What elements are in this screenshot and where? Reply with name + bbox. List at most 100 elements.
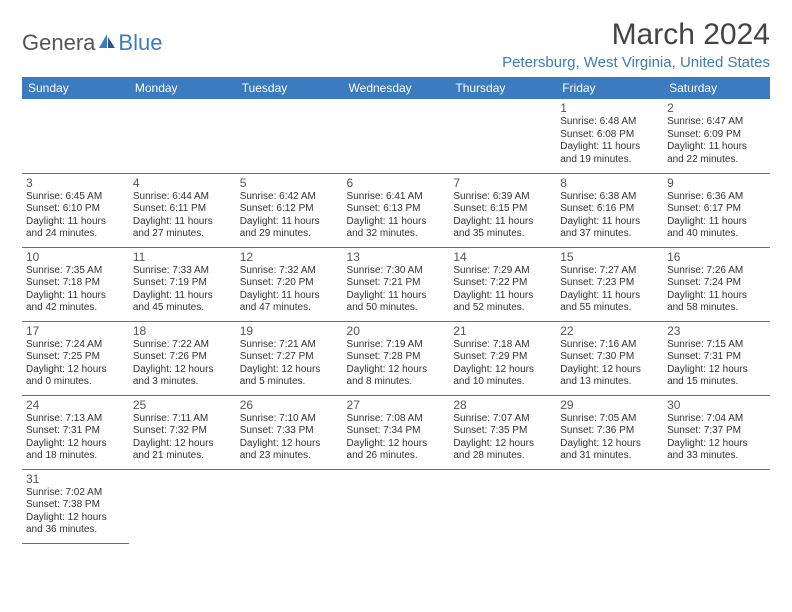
daylight-line: Daylight: 11 hours and 37 minutes. xyxy=(560,216,659,241)
daylight-line: Daylight: 11 hours and 29 minutes. xyxy=(240,216,339,241)
sunrise-line: Sunrise: 6:39 AM xyxy=(453,191,552,204)
day-number: 10 xyxy=(26,250,125,264)
day-cell: 19Sunrise: 7:21 AMSunset: 7:27 PMDayligh… xyxy=(236,321,343,395)
day-cell: 1Sunrise: 6:48 AMSunset: 6:08 PMDaylight… xyxy=(556,99,663,173)
daylight-line: Daylight: 11 hours and 45 minutes. xyxy=(133,290,232,315)
daylight-line: Daylight: 11 hours and 35 minutes. xyxy=(453,216,552,241)
sunrise-line: Sunrise: 7:07 AM xyxy=(453,413,552,426)
sunset-line: Sunset: 6:15 PM xyxy=(453,203,552,216)
day-cell: 26Sunrise: 7:10 AMSunset: 7:33 PMDayligh… xyxy=(236,395,343,469)
sunrise-line: Sunrise: 7:13 AM xyxy=(26,413,125,426)
day-cell: 17Sunrise: 7:24 AMSunset: 7:25 PMDayligh… xyxy=(22,321,129,395)
day-cell: 20Sunrise: 7:19 AMSunset: 7:28 PMDayligh… xyxy=(343,321,450,395)
sunset-line: Sunset: 7:37 PM xyxy=(667,425,766,438)
day-number: 9 xyxy=(667,176,766,190)
daylight-line: Daylight: 11 hours and 32 minutes. xyxy=(347,216,446,241)
day-number: 6 xyxy=(347,176,446,190)
sunset-line: Sunset: 7:18 PM xyxy=(26,277,125,290)
sunrise-line: Sunrise: 7:24 AM xyxy=(26,339,125,352)
sunrise-line: Sunrise: 7:35 AM xyxy=(26,265,125,278)
sunset-line: Sunset: 6:08 PM xyxy=(560,129,659,142)
page-header: Genera Blue March 2024 Petersburg, West … xyxy=(22,18,770,71)
daylight-line: Daylight: 11 hours and 24 minutes. xyxy=(26,216,125,241)
sunrise-line: Sunrise: 7:19 AM xyxy=(347,339,446,352)
sunset-line: Sunset: 7:27 PM xyxy=(240,351,339,364)
sunrise-line: Sunrise: 6:47 AM xyxy=(667,116,766,129)
empty-cell xyxy=(449,469,556,543)
daylight-line: Daylight: 12 hours and 5 minutes. xyxy=(240,364,339,389)
daylight-line: Daylight: 12 hours and 33 minutes. xyxy=(667,438,766,463)
day-cell: 9Sunrise: 6:36 AMSunset: 6:17 PMDaylight… xyxy=(663,173,770,247)
daylight-line: Daylight: 11 hours and 55 minutes. xyxy=(560,290,659,315)
day-number: 1 xyxy=(560,101,659,115)
sunset-line: Sunset: 7:32 PM xyxy=(133,425,232,438)
sunrise-line: Sunrise: 7:02 AM xyxy=(26,487,125,500)
day-header: Tuesday xyxy=(236,77,343,99)
daylight-line: Daylight: 11 hours and 52 minutes. xyxy=(453,290,552,315)
daylight-line: Daylight: 11 hours and 47 minutes. xyxy=(240,290,339,315)
day-cell: 18Sunrise: 7:22 AMSunset: 7:26 PMDayligh… xyxy=(129,321,236,395)
daylight-line: Daylight: 11 hours and 40 minutes. xyxy=(667,216,766,241)
day-header: Saturday xyxy=(663,77,770,99)
sunrise-line: Sunrise: 7:22 AM xyxy=(133,339,232,352)
day-number: 7 xyxy=(453,176,552,190)
sunset-line: Sunset: 7:35 PM xyxy=(453,425,552,438)
day-number: 19 xyxy=(240,324,339,338)
day-cell: 10Sunrise: 7:35 AMSunset: 7:18 PMDayligh… xyxy=(22,247,129,321)
day-number: 11 xyxy=(133,250,232,264)
day-cell: 13Sunrise: 7:30 AMSunset: 7:21 PMDayligh… xyxy=(343,247,450,321)
day-cell: 24Sunrise: 7:13 AMSunset: 7:31 PMDayligh… xyxy=(22,395,129,469)
daylight-line: Daylight: 12 hours and 31 minutes. xyxy=(560,438,659,463)
calendar-table: SundayMondayTuesdayWednesdayThursdayFrid… xyxy=(22,77,770,544)
day-header: Sunday xyxy=(22,77,129,99)
empty-cell xyxy=(343,99,450,173)
empty-cell xyxy=(22,99,129,173)
sunset-line: Sunset: 7:21 PM xyxy=(347,277,446,290)
sunrise-line: Sunrise: 7:04 AM xyxy=(667,413,766,426)
day-cell: 11Sunrise: 7:33 AMSunset: 7:19 PMDayligh… xyxy=(129,247,236,321)
day-header-row: SundayMondayTuesdayWednesdayThursdayFrid… xyxy=(22,77,770,99)
day-header: Monday xyxy=(129,77,236,99)
calendar-row: 24Sunrise: 7:13 AMSunset: 7:31 PMDayligh… xyxy=(22,395,770,469)
calendar-body: 1Sunrise: 6:48 AMSunset: 6:08 PMDaylight… xyxy=(22,99,770,543)
day-number: 29 xyxy=(560,398,659,412)
day-cell: 23Sunrise: 7:15 AMSunset: 7:31 PMDayligh… xyxy=(663,321,770,395)
day-number: 18 xyxy=(133,324,232,338)
day-number: 28 xyxy=(453,398,552,412)
day-number: 27 xyxy=(347,398,446,412)
sunset-line: Sunset: 7:31 PM xyxy=(26,425,125,438)
daylight-line: Daylight: 12 hours and 0 minutes. xyxy=(26,364,125,389)
day-number: 31 xyxy=(26,472,125,486)
day-number: 8 xyxy=(560,176,659,190)
day-cell: 22Sunrise: 7:16 AMSunset: 7:30 PMDayligh… xyxy=(556,321,663,395)
sunset-line: Sunset: 7:29 PM xyxy=(453,351,552,364)
sunrise-line: Sunrise: 7:33 AM xyxy=(133,265,232,278)
sunrise-line: Sunrise: 7:05 AM xyxy=(560,413,659,426)
sunset-line: Sunset: 7:36 PM xyxy=(560,425,659,438)
sunset-line: Sunset: 7:20 PM xyxy=(240,277,339,290)
day-cell: 29Sunrise: 7:05 AMSunset: 7:36 PMDayligh… xyxy=(556,395,663,469)
day-header: Thursday xyxy=(449,77,556,99)
sunrise-line: Sunrise: 7:21 AM xyxy=(240,339,339,352)
daylight-line: Daylight: 11 hours and 27 minutes. xyxy=(133,216,232,241)
day-number: 22 xyxy=(560,324,659,338)
calendar-row: 17Sunrise: 7:24 AMSunset: 7:25 PMDayligh… xyxy=(22,321,770,395)
sunrise-line: Sunrise: 6:42 AM xyxy=(240,191,339,204)
sunrise-line: Sunrise: 7:15 AM xyxy=(667,339,766,352)
sunrise-line: Sunrise: 7:11 AM xyxy=(133,413,232,426)
sunset-line: Sunset: 7:33 PM xyxy=(240,425,339,438)
day-number: 3 xyxy=(26,176,125,190)
sunrise-line: Sunrise: 7:26 AM xyxy=(667,265,766,278)
day-number: 4 xyxy=(133,176,232,190)
sunrise-line: Sunrise: 6:38 AM xyxy=(560,191,659,204)
daylight-line: Daylight: 12 hours and 10 minutes. xyxy=(453,364,552,389)
daylight-line: Daylight: 12 hours and 8 minutes. xyxy=(347,364,446,389)
title-block: March 2024 Petersburg, West Virginia, Un… xyxy=(502,18,770,71)
sunrise-line: Sunrise: 7:30 AM xyxy=(347,265,446,278)
day-cell: 6Sunrise: 6:41 AMSunset: 6:13 PMDaylight… xyxy=(343,173,450,247)
sunset-line: Sunset: 7:26 PM xyxy=(133,351,232,364)
daylight-line: Daylight: 12 hours and 15 minutes. xyxy=(667,364,766,389)
sunset-line: Sunset: 7:22 PM xyxy=(453,277,552,290)
empty-cell xyxy=(236,469,343,543)
logo-sail-icon xyxy=(97,30,117,56)
